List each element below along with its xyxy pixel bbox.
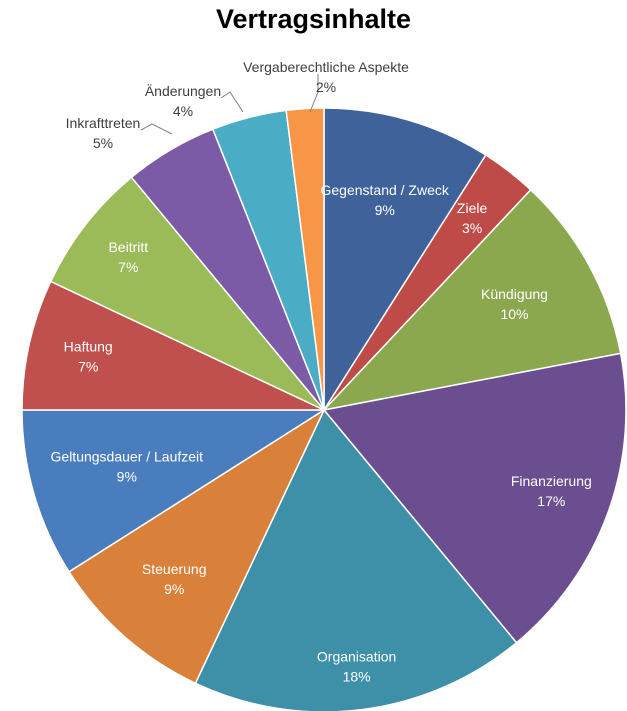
slice-percent: 7% — [118, 259, 138, 275]
pie-slice — [194, 408, 518, 711]
slice-label: Organisation — [317, 649, 396, 665]
slice-label: Steuerung — [142, 561, 207, 577]
slice-label: Finanzierung — [511, 473, 592, 489]
slice-percent: 2% — [316, 79, 336, 95]
slice-percent: 10% — [500, 306, 528, 322]
slice-label: Haftung — [64, 338, 113, 354]
slice-label: Ziele — [457, 200, 488, 216]
slice-percent: 17% — [537, 493, 565, 509]
pie-slice — [323, 107, 487, 413]
slice-percent: 9% — [375, 202, 395, 218]
pie-slice — [321, 188, 622, 412]
slice-percent: 3% — [462, 220, 482, 236]
pie-slice — [67, 407, 326, 685]
leader-line — [140, 123, 173, 135]
pie-slice — [21, 409, 327, 573]
pie-slice — [285, 107, 325, 411]
slice-percent: 9% — [164, 581, 184, 597]
slice-label: Inkrafttreten — [66, 115, 141, 131]
slice-percent: 7% — [78, 358, 98, 374]
leader-line — [220, 91, 244, 113]
slice-percent: 18% — [343, 669, 371, 685]
slice-percent: 9% — [117, 468, 137, 484]
slice-label: Vergaberechtliche Aspekte — [243, 59, 409, 75]
slice-label: Geltungsdauer / Laufzeit — [51, 448, 204, 464]
slice-percent: 4% — [173, 103, 193, 119]
slice-label: Kündigung — [481, 286, 548, 302]
pie-slice — [49, 176, 325, 411]
slice-label: Beitritt — [108, 239, 148, 255]
chart-title: Vertragsinhalte — [215, 4, 412, 34]
slice-label: Gegenstand / Zweck — [320, 182, 449, 198]
slice-percent: 5% — [93, 135, 113, 151]
pie-slice — [21, 280, 325, 411]
pie-slice — [322, 352, 627, 644]
leader-line — [309, 74, 319, 113]
slice-label: Änderungen — [145, 83, 221, 99]
